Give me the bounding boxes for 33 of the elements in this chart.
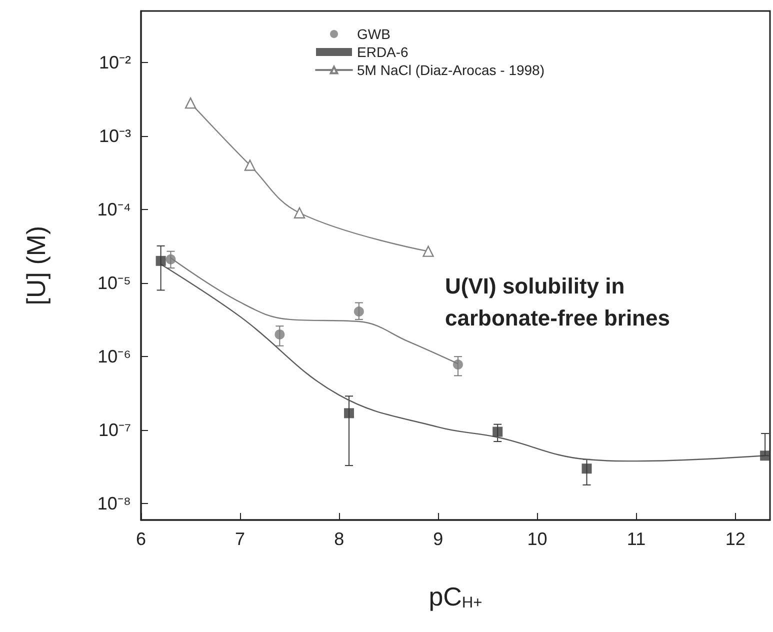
- point: [452, 360, 463, 370]
- x-axis-title: pCH+: [428, 582, 482, 612]
- point: [166, 254, 176, 264]
- x-tick-label: 9: [433, 529, 444, 549]
- y-tick-label: 10⁻²: [98, 52, 132, 72]
- y-axis-title: [U] (M): [21, 226, 51, 306]
- x-tick-label: 10: [527, 529, 548, 549]
- point: [354, 306, 364, 317]
- legend-label: GWB: [357, 26, 390, 42]
- point: [582, 464, 592, 474]
- y-tick-label: 10⁻⁴: [97, 200, 131, 220]
- x-tick-label: 12: [725, 529, 746, 549]
- y-tick-label: 10⁻⁷: [98, 420, 131, 440]
- x-tick-label: 7: [235, 529, 246, 549]
- annotation: U(VI) solubility in carbonate-free brines: [445, 274, 670, 330]
- legend-label: ERDA-6: [357, 44, 409, 60]
- x-tick-label: 11: [626, 529, 646, 549]
- point: [184, 97, 196, 109]
- x-tick-label: 8: [334, 529, 344, 549]
- point: [422, 246, 434, 257]
- x-tick-label: 6: [136, 529, 146, 549]
- point: [274, 329, 285, 340]
- point: [492, 426, 503, 437]
- y-tick-label: 10⁻⁶: [98, 346, 131, 367]
- point: [244, 160, 256, 171]
- y-tick-label: 10⁻³: [98, 126, 132, 146]
- point: [156, 256, 166, 266]
- point: [344, 408, 354, 418]
- y-tick-label: 10⁻⁵: [98, 273, 131, 294]
- y-tick-label: 10⁻⁸: [97, 494, 131, 514]
- legend-label: 5M NaCl (Diaz-Arocas - 1998): [357, 62, 544, 78]
- point: [760, 450, 770, 461]
- point: [294, 207, 306, 218]
